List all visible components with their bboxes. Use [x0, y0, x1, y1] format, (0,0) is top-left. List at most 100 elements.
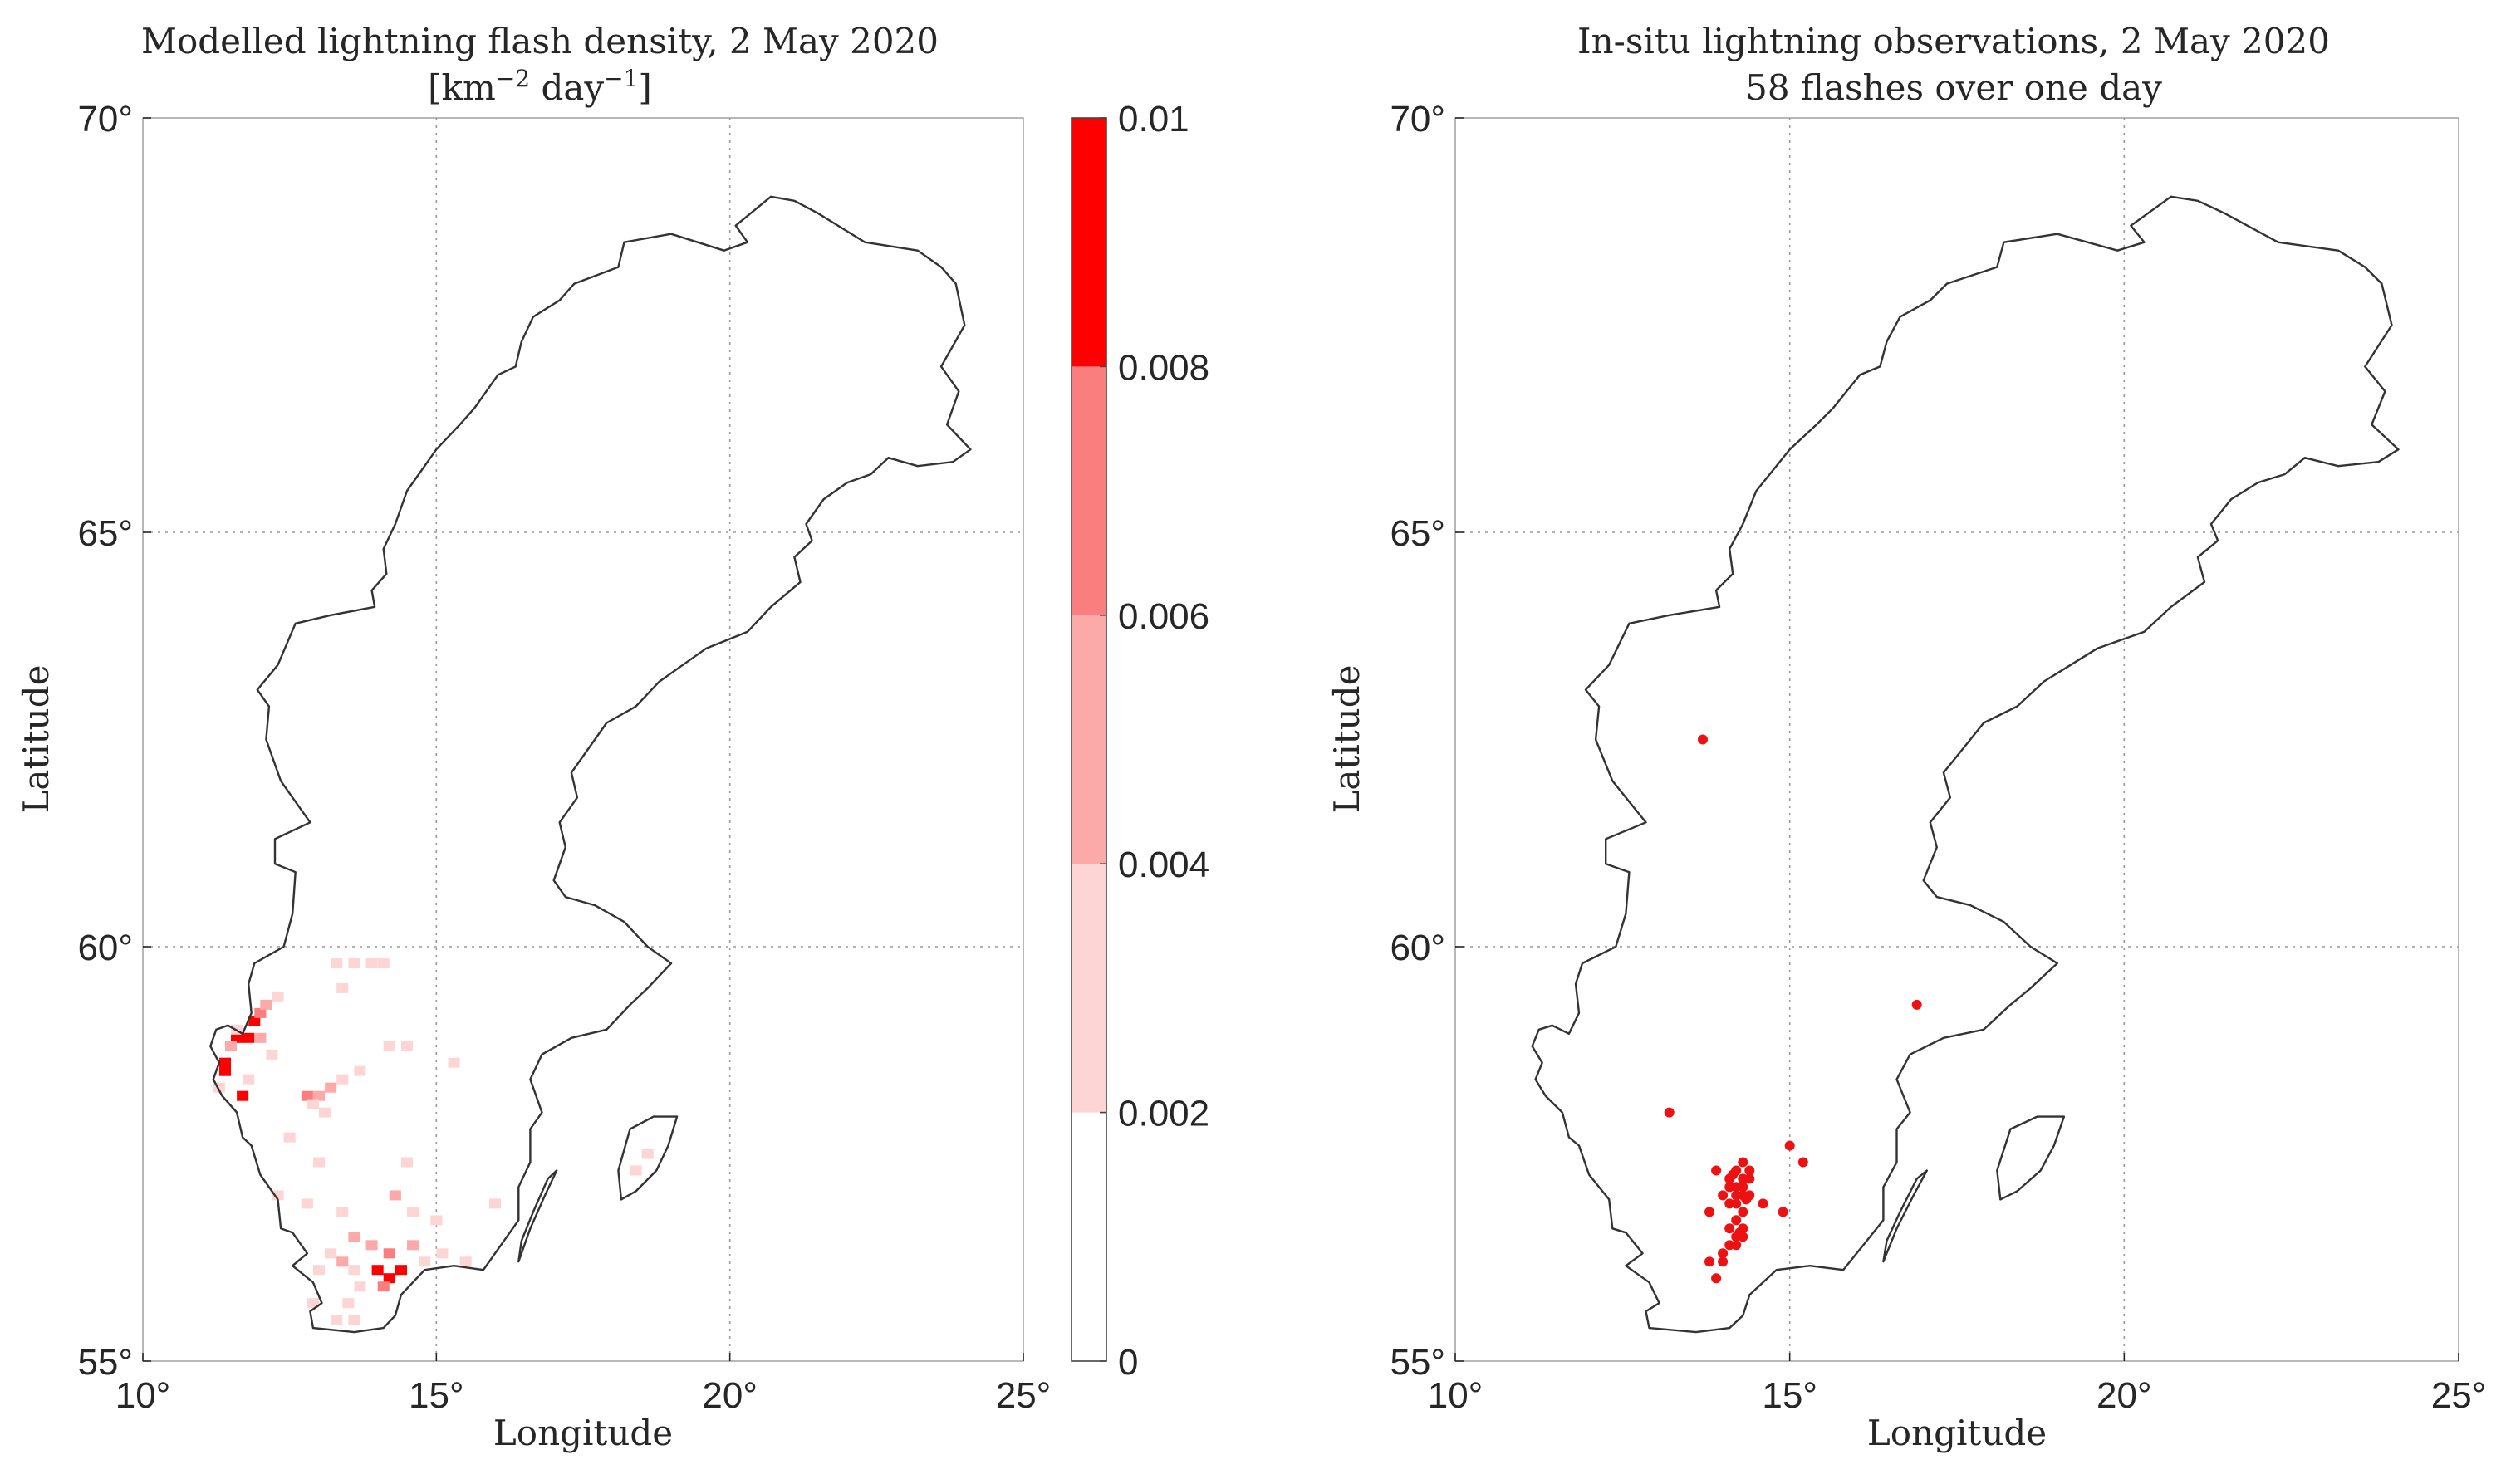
- flash-marker: [1704, 1207, 1714, 1217]
- density-cell: [436, 1248, 449, 1259]
- density-cell: [641, 1149, 654, 1159]
- flash-marker: [1738, 1207, 1748, 1217]
- density-cell: [400, 1157, 413, 1168]
- density-cell: [395, 1265, 407, 1276]
- right-map-oland: [1882, 1169, 1928, 1263]
- flash-marker: [1758, 1198, 1768, 1209]
- colorbar-tick-label: 0: [1118, 1342, 1138, 1383]
- density-cell: [342, 1298, 355, 1309]
- lon-tick-label: 10°: [115, 1375, 171, 1416]
- density-cell: [272, 1190, 284, 1201]
- density-cell: [254, 1007, 267, 1018]
- flash-marker: [1734, 1227, 1745, 1238]
- colorbar-bands: [1072, 118, 1106, 1361]
- flash-marker: [1724, 1182, 1735, 1193]
- density-cell: [348, 1315, 360, 1325]
- right-map-xlabel: Longitude: [1867, 1413, 2047, 1453]
- colorbar-band: [1072, 1112, 1106, 1361]
- flash-marker: [1698, 734, 1708, 745]
- flash-marker: [1911, 999, 1922, 1010]
- left-map-grid: [143, 118, 1023, 1361]
- lon-tick-label: 15°: [1762, 1375, 1817, 1416]
- density-cell: [243, 1074, 255, 1085]
- lon-tick-label: 20°: [702, 1375, 758, 1416]
- density-cell: [459, 1256, 472, 1267]
- lat-tick-label: 70°: [1390, 99, 1445, 140]
- left-map-density-cells: [213, 958, 654, 1325]
- flash-marker: [1718, 1256, 1729, 1267]
- density-cell: [377, 1281, 390, 1292]
- right-map-title: In-situ lightning observations, 2 May 20…: [1577, 21, 2330, 61]
- lat-tick-label: 65°: [1390, 513, 1445, 554]
- flash-marker: [1718, 1248, 1729, 1259]
- density-cell: [331, 1315, 343, 1325]
- left-map-title: Modelled lightning flash density, 2 May …: [141, 21, 939, 61]
- density-cell: [260, 999, 272, 1010]
- density-cell: [430, 1215, 443, 1226]
- left-map-oland: [517, 1169, 558, 1263]
- flash-marker: [1664, 1107, 1675, 1118]
- colorbar-ticks: 0 0.002 0.004 0.006 0.008 0.01: [1100, 99, 1209, 1383]
- lat-tick-label: 60°: [1390, 928, 1445, 968]
- density-cell: [383, 1248, 395, 1259]
- flash-marker: [1728, 1169, 1739, 1180]
- density-cell: [383, 1041, 395, 1051]
- lat-tick-label: 55°: [77, 1342, 133, 1383]
- density-cell: [630, 1165, 642, 1176]
- colorbar-band: [1072, 864, 1106, 1113]
- colorbar-frame: [1071, 117, 1107, 1362]
- left-map-gotland: [617, 1115, 679, 1201]
- colorbar-tick-label: 0.004: [1118, 845, 1209, 885]
- lat-tick-label: 70°: [77, 99, 133, 140]
- lon-tick-label: 25°: [996, 1375, 1052, 1416]
- density-cell: [312, 1090, 325, 1101]
- density-cell: [248, 1016, 261, 1026]
- flash-marker: [1738, 1182, 1748, 1193]
- left-map-coastline: [209, 195, 972, 1334]
- density-cell: [354, 1281, 366, 1292]
- colorbar: 0 0.002 0.004 0.006 0.008 0.01: [1071, 99, 1209, 1383]
- density-cell: [224, 1041, 237, 1051]
- density-cell: [243, 1032, 255, 1043]
- density-cell: [325, 1082, 337, 1093]
- density-cell: [348, 958, 360, 968]
- density-cell: [354, 1065, 366, 1076]
- lat-tick-label: 65°: [77, 513, 133, 554]
- left-map-frame: [142, 117, 1024, 1362]
- density-cell: [331, 958, 343, 968]
- right-map-ticks: 10° 15° 20° 25° 70° 65° 60° 55°: [1390, 99, 2486, 1416]
- density-cell: [377, 958, 390, 968]
- left-map-panel: Modelled lightning flash density, 2 May …: [16, 21, 1051, 1453]
- colorbar-tick-label: 0.006: [1118, 596, 1209, 637]
- right-map-subtitle: 58 flashes over one day: [1745, 67, 2162, 108]
- density-cell: [336, 1256, 349, 1267]
- density-cell: [389, 1190, 401, 1201]
- density-cell: [266, 1049, 278, 1060]
- density-cell: [336, 1074, 349, 1085]
- density-cell: [336, 982, 349, 993]
- density-cell: [348, 1265, 360, 1276]
- density-cell: [319, 1107, 331, 1118]
- flash-marker: [1731, 1215, 1742, 1226]
- right-map-frame: [1454, 117, 2459, 1362]
- left-map-xlabel: Longitude: [493, 1413, 673, 1453]
- colorbar-tick-label: 0.01: [1118, 99, 1189, 140]
- flash-marker: [1704, 1256, 1714, 1267]
- density-cell: [336, 1207, 349, 1217]
- flash-marker: [1711, 1273, 1722, 1284]
- flash-marker: [1724, 1223, 1735, 1234]
- lat-tick-label: 55°: [1390, 1342, 1445, 1383]
- right-map-grid: [1455, 118, 2459, 1361]
- density-cell: [254, 1032, 267, 1043]
- density-cell: [348, 1232, 360, 1242]
- flash-marker: [1711, 1165, 1722, 1176]
- density-cell: [312, 1157, 325, 1168]
- lat-tick-label: 60°: [77, 928, 133, 968]
- colorbar-band: [1072, 366, 1106, 615]
- colorbar-tick-label: 0.002: [1118, 1094, 1209, 1134]
- lon-tick-label: 10°: [1428, 1375, 1483, 1416]
- flash-marker: [1741, 1194, 1752, 1205]
- density-cell: [407, 1240, 419, 1251]
- flash-marker: [1778, 1207, 1788, 1217]
